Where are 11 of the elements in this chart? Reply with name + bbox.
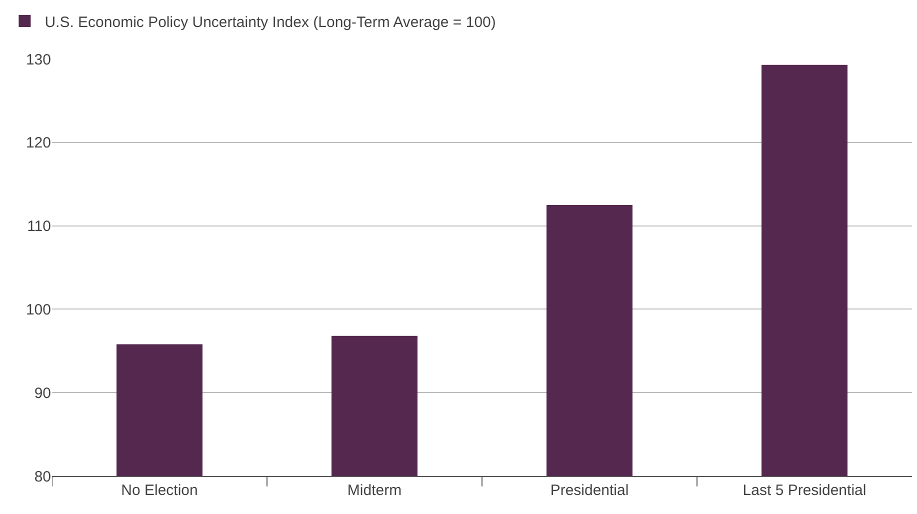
y-tick-label: 100 — [26, 301, 51, 318]
x-tick-label: Last 5 Presidential — [742, 482, 866, 499]
y-tick-label: 110 — [27, 218, 51, 236]
legend-label: U.S. Economic Policy Uncertainty Index (Long-Term Average = 100) — [44, 14, 496, 31]
y-tick-label: 130 — [26, 51, 51, 68]
y-tick-label: 80 — [34, 468, 51, 486]
x-tick-label: Presidential — [550, 482, 629, 499]
x-tick-label: Midterm — [347, 482, 402, 499]
y-tick-label: 90 — [34, 384, 51, 402]
x-tick-label: No Election — [121, 482, 198, 499]
y-tick-label: 120 — [26, 134, 51, 152]
